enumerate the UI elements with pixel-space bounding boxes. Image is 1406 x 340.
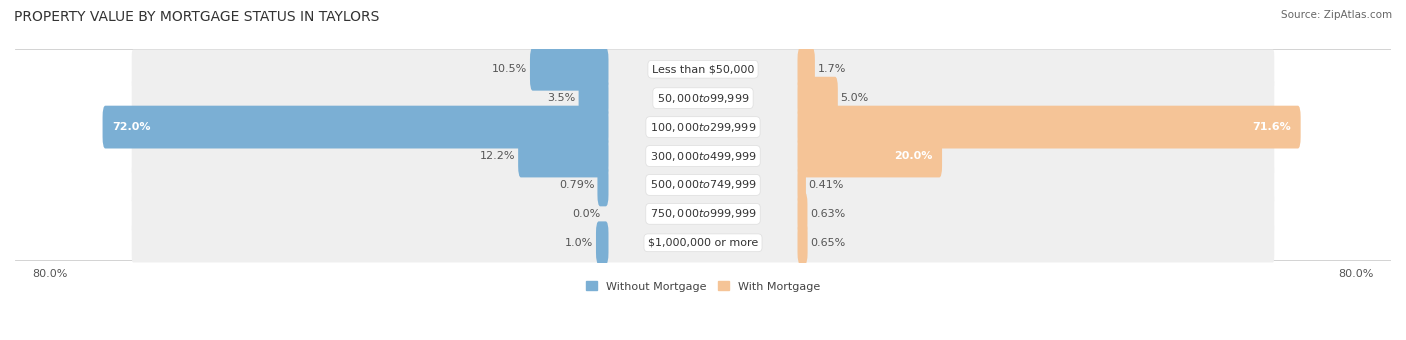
Text: 0.0%: 0.0% xyxy=(572,209,600,219)
Text: 1.7%: 1.7% xyxy=(818,64,846,74)
FancyBboxPatch shape xyxy=(132,79,1274,118)
Text: 1.0%: 1.0% xyxy=(565,238,593,248)
Text: 0.65%: 0.65% xyxy=(810,238,845,248)
Text: 20.0%: 20.0% xyxy=(894,151,932,161)
Text: Less than $50,000: Less than $50,000 xyxy=(652,64,754,74)
Text: 10.5%: 10.5% xyxy=(492,64,527,74)
Text: $300,000 to $499,999: $300,000 to $499,999 xyxy=(650,150,756,163)
Text: 71.6%: 71.6% xyxy=(1253,122,1291,132)
Legend: Without Mortgage, With Mortgage: Without Mortgage, With Mortgage xyxy=(582,277,824,296)
FancyBboxPatch shape xyxy=(797,192,807,235)
Text: 3.5%: 3.5% xyxy=(547,93,576,103)
Text: $750,000 to $999,999: $750,000 to $999,999 xyxy=(650,207,756,220)
FancyBboxPatch shape xyxy=(132,107,1274,147)
FancyBboxPatch shape xyxy=(797,221,807,264)
FancyBboxPatch shape xyxy=(132,223,1274,262)
FancyBboxPatch shape xyxy=(797,48,815,91)
FancyBboxPatch shape xyxy=(530,48,609,91)
Text: 0.63%: 0.63% xyxy=(810,209,845,219)
FancyBboxPatch shape xyxy=(132,194,1274,234)
Text: 12.2%: 12.2% xyxy=(479,151,516,161)
FancyBboxPatch shape xyxy=(596,221,609,264)
FancyBboxPatch shape xyxy=(132,50,1274,89)
FancyBboxPatch shape xyxy=(579,77,609,120)
Text: 0.79%: 0.79% xyxy=(560,180,595,190)
Text: $500,000 to $749,999: $500,000 to $749,999 xyxy=(650,178,756,191)
Text: Source: ZipAtlas.com: Source: ZipAtlas.com xyxy=(1281,10,1392,20)
Text: 72.0%: 72.0% xyxy=(112,122,150,132)
Text: 5.0%: 5.0% xyxy=(841,93,869,103)
Text: PROPERTY VALUE BY MORTGAGE STATUS IN TAYLORS: PROPERTY VALUE BY MORTGAGE STATUS IN TAY… xyxy=(14,10,380,24)
Text: $50,000 to $99,999: $50,000 to $99,999 xyxy=(657,92,749,105)
FancyBboxPatch shape xyxy=(797,135,942,177)
FancyBboxPatch shape xyxy=(797,77,838,120)
FancyBboxPatch shape xyxy=(797,106,1301,149)
FancyBboxPatch shape xyxy=(519,135,609,177)
Text: $1,000,000 or more: $1,000,000 or more xyxy=(648,238,758,248)
FancyBboxPatch shape xyxy=(797,164,806,206)
FancyBboxPatch shape xyxy=(132,165,1274,205)
Text: $100,000 to $299,999: $100,000 to $299,999 xyxy=(650,121,756,134)
FancyBboxPatch shape xyxy=(598,164,609,206)
FancyBboxPatch shape xyxy=(103,106,609,149)
Text: 0.41%: 0.41% xyxy=(808,180,844,190)
FancyBboxPatch shape xyxy=(132,136,1274,176)
